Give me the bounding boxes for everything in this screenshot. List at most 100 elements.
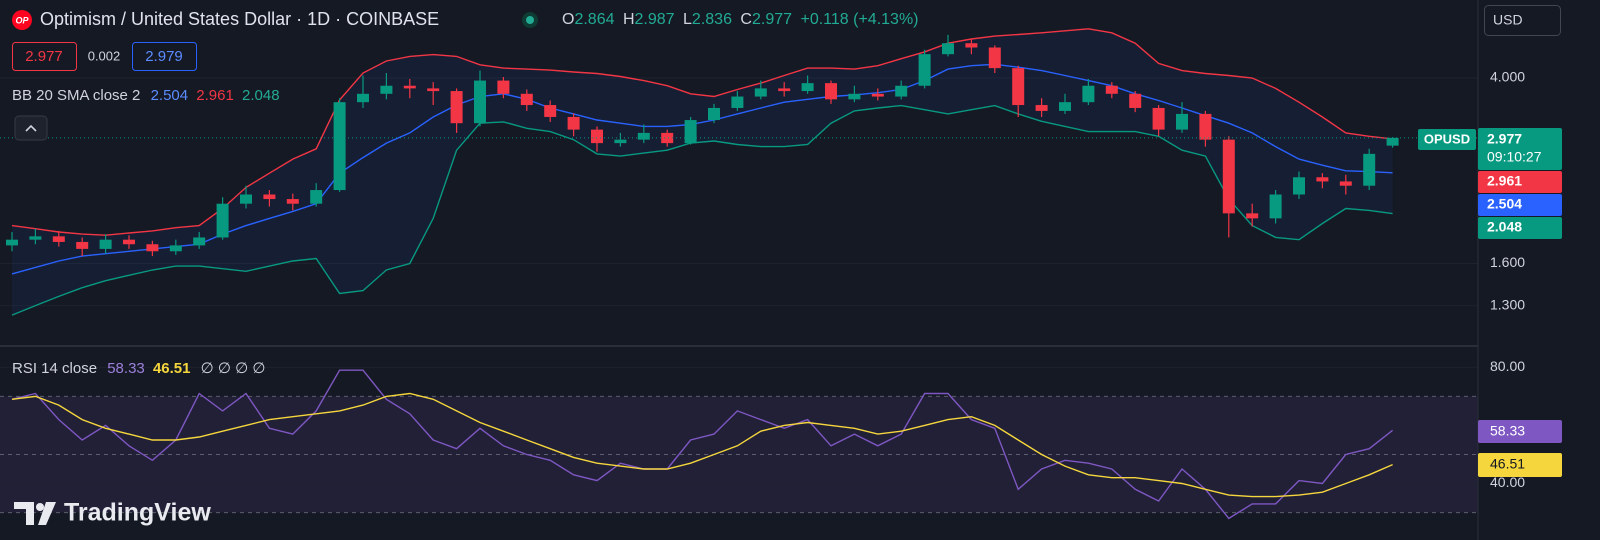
candle-body [6,239,18,246]
collapse-icon [25,124,37,132]
candle-body [918,54,931,86]
last-price: 2.977 [1487,131,1522,147]
countdown: 09:10:27 [1487,149,1542,165]
candle-body [427,88,440,92]
candle-body [1316,177,1329,182]
candle-body [497,80,510,94]
candle-body [708,107,720,121]
band-line [11,104,1393,316]
collapse-button[interactable] [14,115,48,141]
rsi-ma-tag [1478,453,1562,477]
candle-body [52,236,65,242]
symbol-icon [12,10,32,30]
spread: 0.002 [88,48,121,63]
y-tick-label: 4.000 [1490,69,1525,85]
y-tick-label: 40.00 [1490,474,1525,490]
candle-body [1339,181,1352,186]
rsi-legend: RSI 14 close 58.33 46.51 ∅ ∅ ∅ ∅ [12,360,265,377]
candle-body [825,83,837,100]
candle-body [216,203,229,238]
symbol-icon-text: OP [15,15,29,25]
candle-body [169,245,182,252]
candle-body [942,43,954,55]
candle-body [474,80,486,124]
candle-body [661,132,674,144]
candle-body [380,85,393,94]
y-tick-label: 1.300 [1490,296,1525,312]
candle-body [1246,213,1259,219]
candle-body [965,43,978,48]
ohlc-value: 2.864 [574,11,614,28]
candle-body [567,116,580,130]
candle-body [1105,85,1118,94]
indicator-line [11,369,1394,520]
candle-body [848,93,861,100]
candle-body [801,83,814,92]
rsi-extra: ∅ ∅ ∅ ∅ [201,360,266,377]
candle-body [403,85,416,89]
ohlc-label: C [740,11,752,28]
indicator-name[interactable]: BB 20 SMA close 2 [12,87,140,104]
logo-text[interactable]: TradingView [64,499,211,527]
upper-band-price: 2.961 [1487,173,1522,189]
indicator-value: 2.504 [151,87,189,104]
currency-label: USD [1493,12,1523,28]
candle-body [1176,113,1188,130]
rsi-name[interactable]: RSI 14 close [12,360,97,377]
lower-band-price: 2.048 [1487,219,1522,235]
ask-price: 2.979 [145,48,183,65]
bid-price: 2.977 [25,48,63,65]
band-line [11,28,1393,236]
candle-body [1269,194,1282,219]
rsi-tag [1478,420,1562,443]
candle-body [1386,137,1399,146]
ohlc-legend: O2.864 H2.987 L2.836 C2.977 +0.118 (+4.1… [562,11,919,28]
candle-body [988,47,1001,69]
band-line [11,63,1393,275]
sell-button[interactable] [12,42,77,71]
candle-body [29,236,42,240]
currency-button[interactable] [1484,5,1561,36]
rsi-tag-value: 58.33 [1490,423,1525,439]
candle-body [1035,105,1048,111]
candle-body [450,91,463,124]
logo-icon-dot [36,503,44,511]
candle-body [1129,93,1142,108]
indicator-value: 2.048 [242,87,280,104]
candle-body [146,244,159,252]
candle-body [637,132,650,140]
candle-body [310,190,323,204]
candle-body [1293,177,1305,195]
candle-body [286,199,299,204]
indicator-line [11,392,1393,498]
candle-body [263,194,276,200]
y-tick-label: 80.00 [1490,358,1525,374]
indicator-value: 2.961 [196,87,234,104]
market-status-dot[interactable] [526,16,534,24]
lower-band-tag [1478,217,1562,239]
candle-body [520,93,533,106]
candle-body [684,120,697,144]
candle-body [895,85,908,97]
indicator-legend: BB 20 SMA close 2 2.504 2.961 2.048 [12,87,280,104]
candle-body [778,88,791,92]
buy-button[interactable] [132,42,197,71]
candle-body [1059,102,1071,111]
candle-body [544,105,557,117]
candle-body [871,93,884,97]
chart-title[interactable]: Optimism / United States Dollar · 1D · C… [40,9,439,29]
rsi-value: 58.33 [107,360,145,377]
candle-body [99,239,112,249]
ohlc-label: H [623,11,635,28]
last-price-tag [1478,128,1562,170]
candle-body [193,237,206,246]
symbol-tag [1418,129,1476,150]
candle-body [614,139,627,144]
rsi-ma-tag-value: 46.51 [1490,456,1525,472]
basis-price: 2.504 [1487,196,1522,212]
plot-area [0,28,1478,520]
candle-body [76,241,89,249]
candle-body [357,93,369,103]
